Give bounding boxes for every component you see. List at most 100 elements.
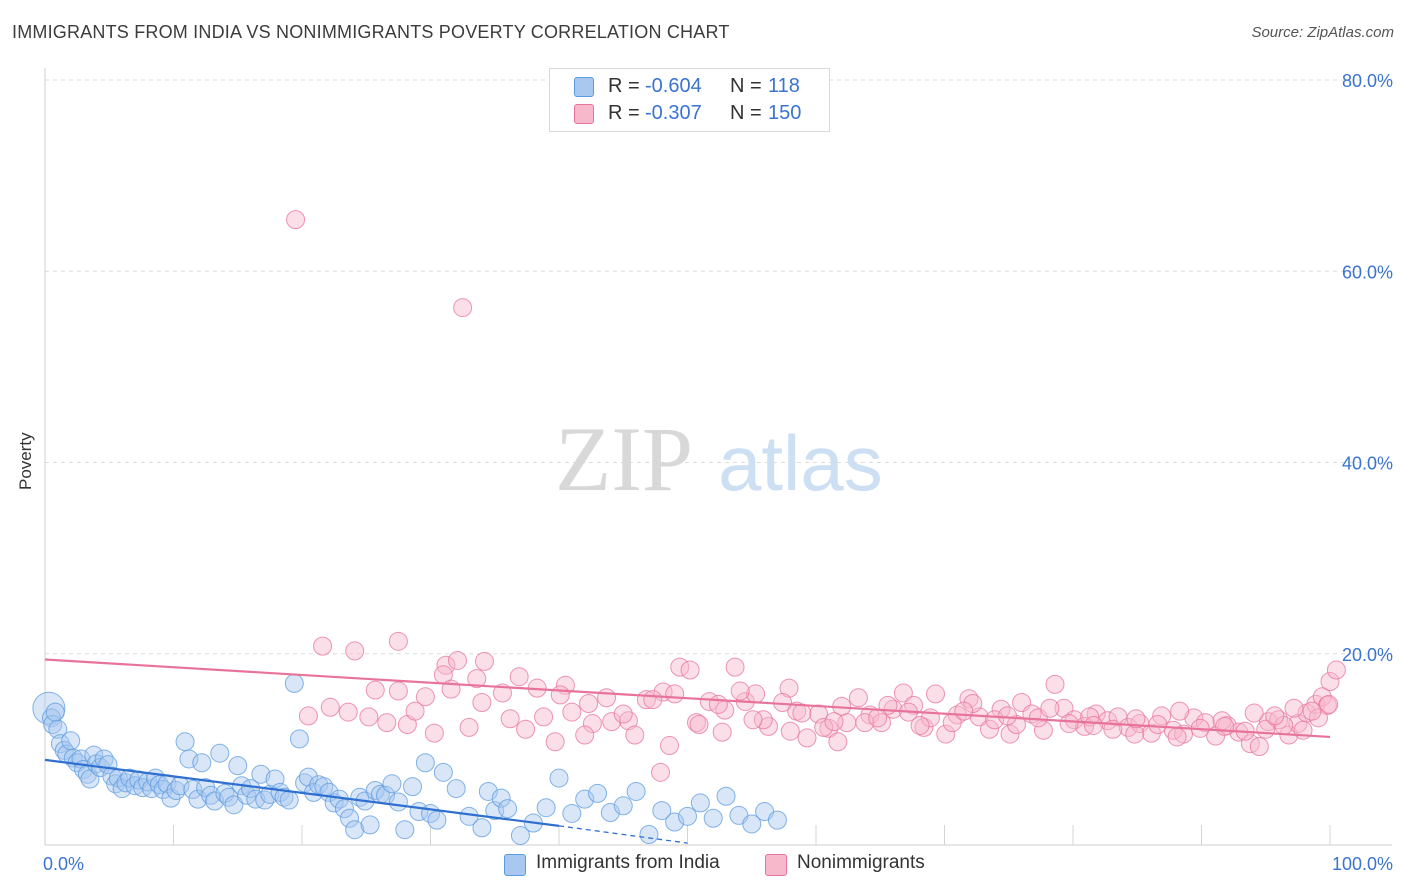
data-point	[289, 729, 309, 749]
data-point	[446, 779, 466, 799]
data-point	[516, 719, 536, 739]
data-point	[643, 690, 663, 710]
data-point	[814, 717, 834, 737]
chart-source: Source: ZipAtlas.com	[1251, 24, 1394, 41]
data-point	[602, 712, 622, 732]
data-point	[175, 732, 195, 752]
data-point	[112, 779, 132, 799]
data-point	[562, 702, 582, 722]
legend-swatch-nonimmigrants	[574, 104, 594, 124]
data-point	[1033, 720, 1053, 740]
data-point	[660, 736, 680, 756]
data-point	[359, 707, 379, 727]
data-point	[427, 810, 447, 830]
data-point	[1000, 724, 1020, 744]
data-point	[979, 719, 999, 739]
y-tick-label: 20.0%	[1342, 645, 1393, 665]
watermark-zip: ZIP	[555, 408, 693, 510]
legend-n-label: N =	[730, 75, 762, 97]
data-point	[279, 790, 299, 810]
data-point	[388, 681, 408, 701]
data-point	[365, 780, 385, 800]
data-point	[61, 731, 81, 751]
data-point	[286, 210, 306, 230]
data-point	[855, 713, 875, 733]
data-point	[251, 764, 271, 784]
data-point	[210, 743, 230, 763]
data-point	[1084, 715, 1104, 735]
data-point	[255, 790, 275, 810]
data-point	[725, 657, 745, 677]
tick-labels: 20.0% 40.0% 60.0% 80.0% 0.0% 100.0%	[43, 71, 1393, 874]
data-point	[509, 667, 529, 687]
legend-n-value: 118	[768, 75, 800, 97]
y-tick-label: 60.0%	[1342, 262, 1393, 282]
data-point	[828, 732, 848, 752]
data-point	[340, 808, 360, 828]
data-point	[1302, 701, 1322, 721]
legend-swatch-india	[574, 77, 594, 97]
data-point	[1170, 701, 1190, 721]
data-point	[689, 715, 709, 735]
y-tick-label: 40.0%	[1342, 454, 1393, 474]
data-point	[936, 724, 956, 744]
legend-r-label: R =	[608, 75, 640, 97]
data-point	[613, 796, 633, 816]
data-point	[345, 820, 365, 840]
data-point	[1184, 708, 1204, 728]
data-point	[597, 688, 617, 708]
data-point	[1284, 698, 1304, 718]
data-point	[1249, 737, 1269, 757]
trend-line-india	[44, 758, 560, 827]
data-point	[125, 776, 145, 796]
axes	[44, 68, 1392, 846]
data-point	[893, 683, 913, 703]
data-point	[652, 801, 672, 821]
data-point	[792, 703, 812, 723]
legend-n-value: 150	[768, 102, 802, 124]
data-point	[730, 681, 750, 701]
data-point	[678, 806, 697, 826]
data-point	[868, 708, 888, 728]
data-point	[997, 706, 1017, 726]
data-point	[459, 717, 479, 737]
data-point	[545, 732, 565, 752]
data-point	[424, 723, 444, 743]
data-point	[716, 786, 736, 806]
data-point	[1064, 710, 1084, 730]
bottom-legend-label-india: Immigrants from India	[536, 852, 720, 873]
data-point	[819, 718, 839, 738]
data-point	[241, 779, 261, 799]
data-point	[453, 298, 473, 318]
trend-line-nonimmigrants	[44, 658, 1331, 739]
data-point	[192, 753, 212, 773]
data-point	[746, 684, 766, 704]
data-point	[1244, 703, 1264, 723]
data-point	[415, 753, 435, 773]
data-point	[926, 684, 946, 704]
data-point	[534, 707, 554, 727]
legend-r-value: -0.604	[645, 75, 702, 97]
y-tick-label: 80.0%	[1342, 71, 1393, 91]
data-point	[779, 678, 799, 698]
data-point	[743, 710, 763, 730]
data-point	[298, 706, 318, 726]
data-point	[651, 762, 671, 782]
data-point	[500, 709, 520, 729]
data-point	[680, 660, 700, 680]
data-point	[1265, 706, 1285, 726]
data-point	[712, 722, 732, 742]
data-point	[824, 712, 844, 732]
x-tick-label: 100.0%	[1332, 854, 1393, 874]
bottom-legend-label-nonimmigrants: Nonimmigrants	[797, 852, 925, 873]
data-point	[579, 693, 599, 713]
data-point	[1059, 714, 1079, 734]
data-point	[985, 710, 1005, 730]
data-point	[467, 669, 487, 689]
data-point	[224, 795, 244, 815]
data-point	[690, 793, 710, 813]
data-point	[618, 711, 638, 731]
data-point	[492, 683, 512, 703]
data-point	[626, 781, 646, 801]
data-point	[491, 788, 511, 808]
